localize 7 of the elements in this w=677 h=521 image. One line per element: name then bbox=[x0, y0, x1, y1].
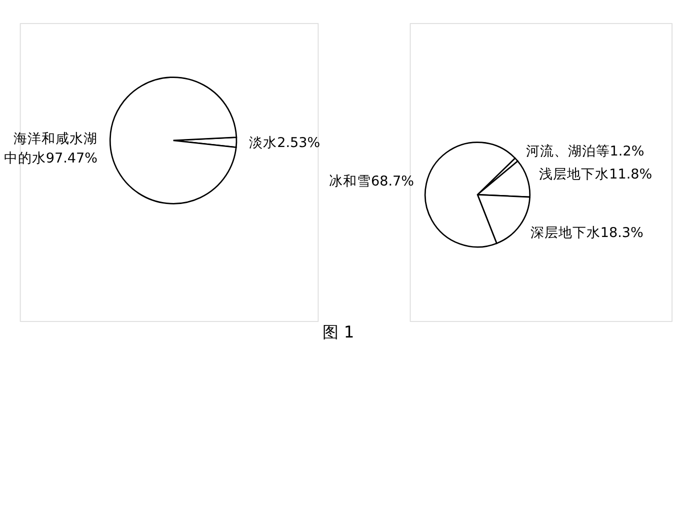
slice-label: 海洋和咸水湖中的水97.47% bbox=[4, 130, 98, 167]
slice-label: 浅层地下水11.8% bbox=[539, 166, 652, 182]
slice-label: 深层地下水18.3% bbox=[530, 224, 644, 241]
caption: 图 1 bbox=[322, 322, 354, 342]
slice-label: 河流、湖泊等1.2% bbox=[526, 144, 644, 160]
slice-label: 冰和雪68.7% bbox=[328, 173, 414, 190]
slice-label: 淡水2.53% bbox=[249, 135, 320, 152]
